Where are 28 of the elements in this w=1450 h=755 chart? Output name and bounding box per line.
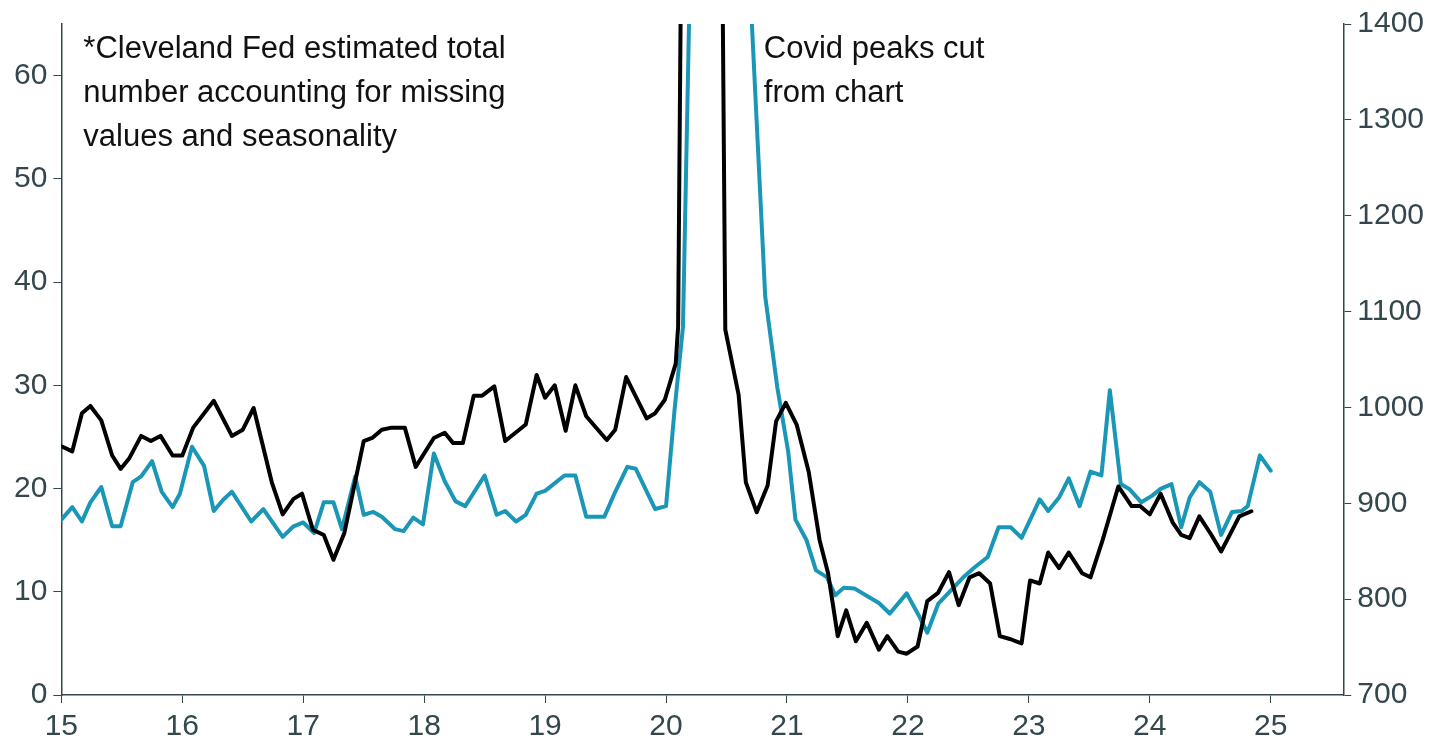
annotation: *Cleveland Fed estimated total number accounting for missing values and seasonality — [83, 29, 507, 155]
y-tick-label: 60 — [13, 56, 48, 90]
annotation: Covid peaks cut from chart — [763, 29, 986, 111]
y2-tick-label: 1200 — [1357, 196, 1425, 230]
y2-tick-label: 700 — [1357, 676, 1408, 710]
y-tick-label: 30 — [13, 366, 48, 400]
y2-tick-label: 1000 — [1357, 388, 1425, 422]
x-tick-label: 18 — [407, 708, 441, 742]
x-tick-label: 20 — [649, 708, 683, 742]
y2-tick-label: 1300 — [1357, 101, 1425, 135]
y2-tick-label: 1100 — [1357, 292, 1422, 326]
y2-tick-label: 900 — [1357, 484, 1408, 518]
x-tick-label: 19 — [528, 708, 562, 742]
x-tick-label: 16 — [165, 708, 199, 742]
y2-tick-label: 1400 — [1357, 5, 1425, 39]
x-tick-label: 25 — [1254, 708, 1288, 742]
y-tick-label: 20 — [13, 469, 48, 503]
x-tick-label: 21 — [770, 708, 804, 742]
y2-tick-label: 800 — [1357, 580, 1408, 614]
x-tick-label: 15 — [44, 708, 79, 742]
x-tick-label: 22 — [891, 708, 925, 742]
x-tick-label: 23 — [1012, 708, 1046, 742]
y-tick-label: 10 — [13, 573, 48, 607]
y-tick-label: 50 — [13, 160, 48, 194]
y-tick-label: 40 — [13, 263, 48, 297]
x-tick-label: 24 — [1133, 708, 1167, 742]
x-tick-label: 17 — [286, 708, 320, 742]
y-tick-label: 0 — [30, 676, 48, 710]
